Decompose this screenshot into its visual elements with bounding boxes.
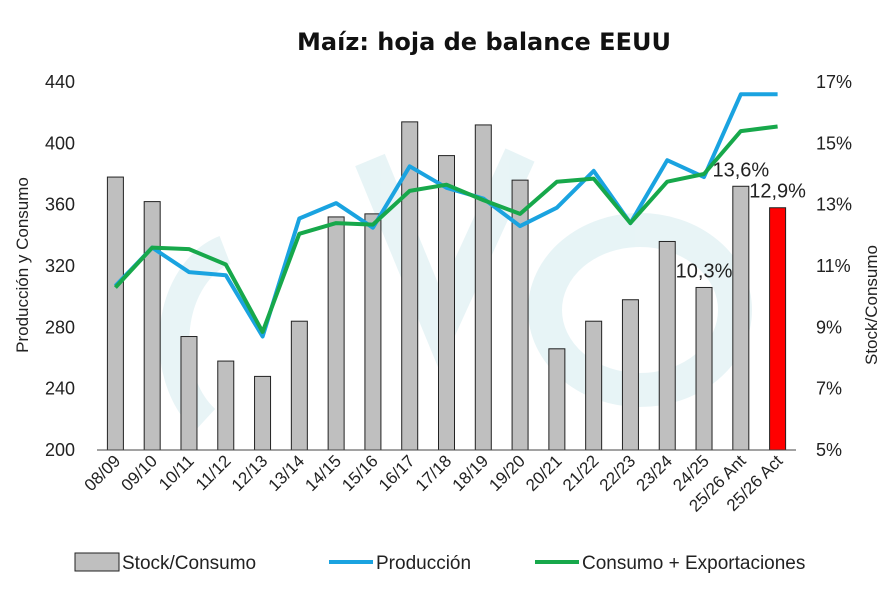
bar-stock-consumo (364, 213, 382, 451)
line-consumo-exportaciones (113, 124, 778, 334)
data-label: 12,9% (749, 181, 806, 203)
bar-stock-consumo (106, 176, 124, 451)
category-label: 08/09 (81, 451, 125, 495)
left-tick-label: 360 (45, 195, 75, 215)
bar-stock-consumo (180, 336, 198, 451)
legend-swatch-stock (74, 552, 120, 572)
category-label: 22/23 (596, 451, 640, 495)
category-label: 12/13 (228, 451, 272, 495)
left-tick-label: 200 (45, 440, 75, 460)
category-label: 10/11 (155, 451, 198, 494)
left-tick-label: 400 (45, 133, 75, 153)
category-label: 19/20 (485, 451, 529, 495)
chart-title: Maíz: hoja de balance EEUU (297, 28, 671, 56)
bar-stock-consumo (769, 207, 787, 451)
bar-stock-consumo (217, 360, 235, 451)
category-label: 09/10 (117, 451, 161, 495)
category-label: 17/18 (412, 451, 456, 495)
category-label: 16/17 (375, 451, 419, 495)
bar-stock-consumo (327, 216, 345, 451)
bar-stock-consumo (254, 375, 272, 451)
category-label: 23/24 (633, 451, 677, 495)
lines (113, 92, 778, 339)
category-label: 21/22 (559, 451, 603, 495)
right-axis-ticks: 17% 15% 13% 11% 9% 7% 5% (816, 72, 852, 460)
bar-stock-consumo (290, 320, 308, 451)
right-tick-label: 7% (816, 379, 842, 399)
left-tick-label: 320 (45, 256, 75, 276)
legend-label-stock: Stock/Consumo (122, 553, 256, 574)
right-tick-label: 17% (816, 72, 852, 92)
legend-label-produccion: Producción (376, 553, 471, 574)
bar-stock-consumo (548, 348, 566, 451)
data-label: 13,6% (712, 159, 769, 181)
right-tick-label: 9% (816, 317, 842, 337)
bars (106, 121, 787, 451)
line-produccion (113, 92, 778, 339)
left-tick-label: 280 (45, 317, 75, 337)
bar-stock-consumo (621, 299, 639, 451)
category-label: 11/12 (192, 451, 235, 494)
legend: Stock/Consumo Producción Consumo + Expor… (74, 552, 805, 574)
category-label: 15/16 (338, 451, 382, 495)
legend-label-consumo: Consumo + Exportaciones (582, 553, 805, 574)
category-label: 14/15 (301, 451, 345, 495)
category-label: 18/19 (449, 451, 493, 495)
bar-stock-consumo (658, 240, 676, 451)
left-axis-ticks: 440 400 360 320 280 240 200 (45, 72, 75, 460)
bar-stock-consumo (438, 155, 455, 451)
bar-stock-consumo (474, 124, 492, 451)
right-tick-label: 11% (816, 256, 851, 276)
right-tick-label: 13% (816, 195, 852, 215)
right-tick-label: 15% (816, 133, 852, 153)
left-tick-label: 240 (45, 379, 75, 399)
category-label: 13/14 (265, 451, 309, 495)
bar-stock-consumo (143, 201, 161, 451)
right-axis-label: Stock/Consumo (862, 245, 881, 365)
bar-stock-consumo (585, 320, 603, 451)
left-axis-label: Producción y Consumo (13, 177, 32, 353)
right-tick-label: 5% (816, 440, 842, 460)
left-tick-label: 440 (45, 72, 75, 92)
data-label: 10,3% (676, 260, 733, 282)
data-labels: 10,3% 13,6%12,9% (676, 159, 807, 282)
bar-stock-consumo (732, 185, 750, 451)
category-labels: 08/0909/1010/1111/1212/1313/1414/1515/16… (81, 451, 787, 515)
category-label: 20/21 (522, 451, 566, 495)
bar-stock-consumo (695, 286, 713, 451)
